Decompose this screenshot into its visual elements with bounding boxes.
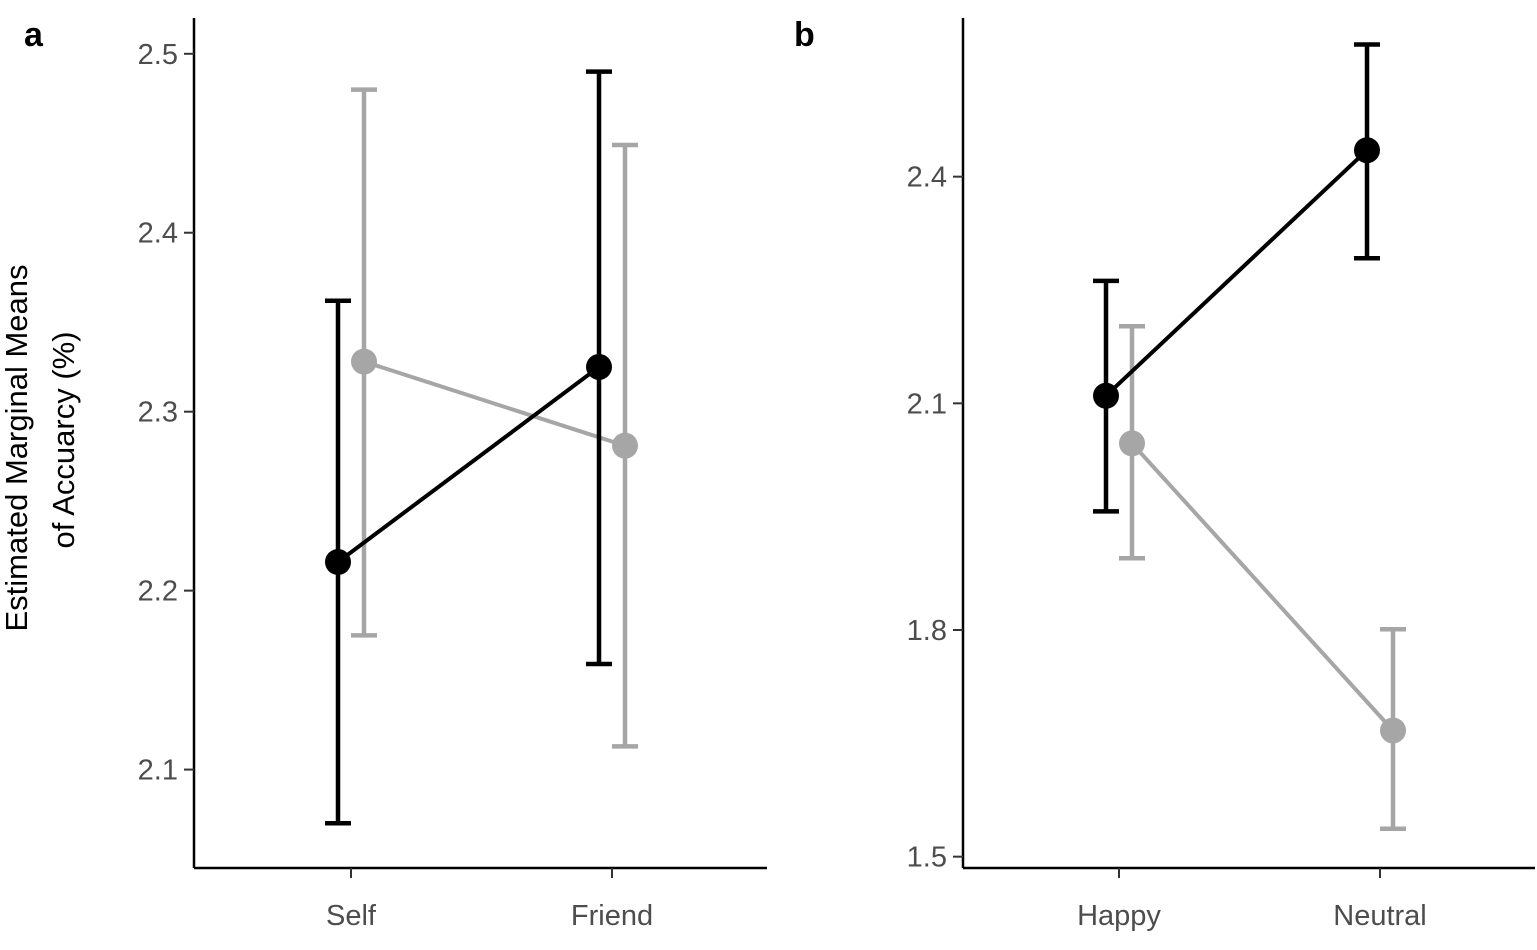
y-tick-label: 2.4 <box>138 218 178 250</box>
y-tick-label: 2.2 <box>138 576 178 608</box>
data-point <box>586 353 612 380</box>
panel-a-plot: 2.1 2.2 2.3 2.4 2.5 Self Friend <box>138 18 767 932</box>
series-1 <box>351 87 638 749</box>
series-1 <box>1119 324 1406 831</box>
x-tick-label: Self <box>326 900 377 932</box>
y-tick-label: 1.8 <box>907 615 947 647</box>
y-tick-label: 2.5 <box>138 39 178 71</box>
y-tick-label: 2.3 <box>138 397 178 429</box>
data-point <box>1093 382 1119 409</box>
data-point <box>325 549 351 575</box>
x-tick-label: Happy <box>1077 900 1161 932</box>
data-point <box>1380 717 1406 744</box>
panel-a-letter: a <box>24 16 44 54</box>
data-point <box>612 432 638 459</box>
y-tick-label: 2.1 <box>907 388 947 420</box>
data-point <box>1354 137 1380 164</box>
x-tick-label: Neutral <box>1333 900 1427 932</box>
x-tick-label: Friend <box>571 900 653 932</box>
y-tick-label: 2.4 <box>907 162 947 194</box>
panel-b-letter: b <box>794 16 815 54</box>
y-tick-label: 1.5 <box>907 842 947 874</box>
series-0 <box>325 69 612 826</box>
y-tick-label: 2.1 <box>138 755 178 787</box>
y-axis-title-line-2: of Accuarcy (%) <box>46 331 81 548</box>
series-0 <box>1093 42 1380 514</box>
data-point <box>1119 430 1145 457</box>
data-point <box>351 348 377 375</box>
panel-b-plot: 1.5 1.8 2.1 2.4 Happy Neutral <box>907 18 1535 932</box>
series-line <box>1130 442 1395 732</box>
series-line <box>336 365 601 564</box>
series-line <box>1104 148 1369 398</box>
series-line <box>363 359 626 448</box>
y-axis-title-line-1: Estimated Marginal Means <box>0 265 34 632</box>
